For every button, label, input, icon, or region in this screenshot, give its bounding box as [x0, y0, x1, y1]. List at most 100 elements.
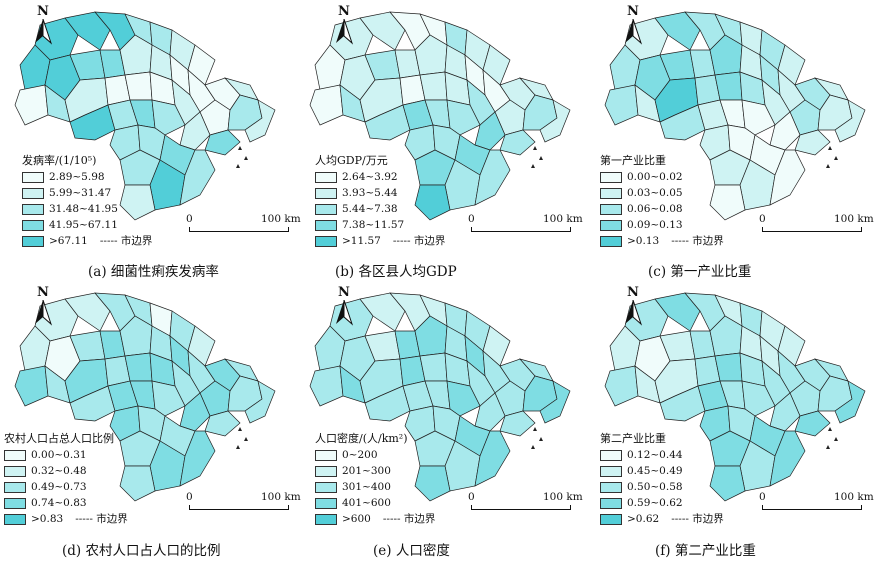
district-region [654, 11, 701, 51]
legend-item: 0.50~0.58 [600, 479, 724, 495]
legend-range: 0.00~0.02 [627, 170, 683, 183]
map-panel-b: N 人均GDP/万元 2.64~3.92 3.93~5.44 5.44~7.38… [295, 0, 590, 281]
district-region [446, 99, 481, 136]
district-region [709, 465, 746, 502]
legend-title: 第二产业比重 [600, 432, 666, 445]
north-label: N [37, 4, 49, 19]
legend-range: 0.09~0.13 [627, 218, 683, 231]
district-region [446, 380, 481, 417]
legend-range: 7.38~11.57 [342, 218, 405, 231]
legend-range: 0.50~0.58 [627, 480, 683, 493]
legend-range: >0.83 [31, 512, 64, 525]
north-arrow-icon: N [32, 285, 54, 330]
legend-range: 0.32~0.48 [31, 464, 87, 477]
district-region [474, 111, 506, 151]
legend-range: 31.48~41.95 [49, 202, 118, 215]
scale-zero: 0 [759, 213, 766, 225]
district-region [741, 99, 776, 136]
legend-d: 农村人口占总人口比例 0.00~0.31 0.32~0.48 0.49~0.73… [4, 433, 128, 527]
scale-distance: 100 km [261, 213, 301, 225]
legend-b: 人均GDP/万元 2.64~3.92 3.93~5.44 5.44~7.38 7… [315, 155, 445, 249]
legend-range: 0.45~0.49 [627, 464, 683, 477]
legend-item: 0.45~0.49 [600, 463, 724, 479]
island-mark [834, 156, 838, 160]
district-region [414, 184, 451, 221]
choropleth-map-a [14, 11, 276, 221]
district-region [769, 111, 801, 151]
legend-c: 第一产业比重 0.00~0.02 0.03~0.05 0.06~0.08 0.0… [600, 155, 724, 249]
legend-range: >0.13 [627, 234, 660, 247]
north-label: N [338, 285, 350, 300]
legend-a: 发病率/(1/10⁵) 2.89~5.98 5.99~31.47 31.48~4… [22, 155, 152, 249]
island-mark [539, 437, 543, 441]
scale-zero: 0 [759, 491, 766, 503]
scale-zero: 0 [468, 213, 475, 225]
legend-item: >11.57 ----- 市边界 [315, 233, 445, 249]
district-region [359, 11, 406, 51]
choropleth-map-b [309, 11, 571, 221]
district-region [414, 465, 451, 502]
island-mark [244, 437, 248, 441]
legend-range: 0.74~0.83 [31, 496, 87, 509]
legend-range: 0.12~0.44 [627, 448, 683, 461]
scale-bar: 0 100 km [758, 491, 874, 515]
scale-bar: 0 100 km [758, 213, 874, 237]
district-region [204, 410, 241, 437]
district-region [204, 129, 241, 156]
district-region [309, 84, 344, 126]
district-region [741, 380, 776, 417]
island-mark [238, 146, 242, 150]
north-arrow-icon: N [333, 285, 355, 330]
district-region [499, 129, 536, 156]
district-region [64, 11, 111, 51]
boundary-key: ----- 市边界 [75, 512, 128, 525]
north-label: N [627, 285, 639, 300]
boundary-key: ----- 市边界 [382, 512, 436, 525]
scale-bar: 0 100 km [185, 491, 301, 515]
scale-distance: 100 km [261, 491, 301, 503]
legend-item: 401~600 [315, 495, 435, 511]
district-region [654, 292, 701, 332]
district-region [499, 410, 536, 437]
district-region [179, 111, 211, 151]
choropleth-map-e [309, 292, 571, 502]
scale-zero: 0 [186, 491, 193, 503]
legend-range: 0.59~0.62 [627, 496, 683, 509]
map-panel-a: N 发病率/(1/10⁵) 2.89~5.98 5.99~31.47 31.48… [0, 0, 301, 281]
legend-range: >600 [342, 512, 371, 525]
district-region [474, 430, 511, 487]
district-region [151, 99, 186, 136]
scale-distance: 100 km [543, 213, 583, 225]
map-panel-d: N 农村人口占总人口比例 0.00~0.31 0.32~0.48 0.49~0.… [0, 281, 301, 562]
legend-title: 发病率/(1/10⁵) [22, 154, 97, 167]
legend-item: 201~300 [315, 463, 435, 479]
panel-caption: (c) 第一产业比重 [648, 264, 752, 280]
district-region [179, 392, 211, 432]
district-region [834, 380, 866, 424]
district-region [604, 84, 639, 126]
panel-caption: (e) 人口密度 [373, 543, 450, 559]
panel-caption: (b) 各区县人均GDP [335, 264, 457, 280]
legend-item: >600 ----- 市边界 [315, 511, 435, 527]
legend-item: 3.93~5.44 [315, 185, 445, 201]
island-mark [244, 156, 248, 160]
district-region [14, 84, 49, 126]
legend-item: 0~200 [315, 447, 435, 463]
legend-item: 0.32~0.48 [4, 463, 128, 479]
island-mark [238, 427, 242, 431]
boundary-key: ----- 市边界 [392, 234, 446, 247]
district-region [474, 149, 511, 206]
legend-item: 0.06~0.08 [600, 201, 724, 217]
scale-bar: 0 100 km [185, 213, 301, 237]
district-region [794, 129, 831, 156]
district-region [151, 380, 186, 417]
legend-item: 2.89~5.98 [22, 169, 152, 185]
legend-item: 0.49~0.73 [4, 479, 128, 495]
island-mark [236, 164, 240, 168]
panel-caption: (a) 细菌性痢疾发病率 [88, 264, 219, 280]
island-mark [236, 445, 240, 449]
legend-range: 0.03~0.05 [627, 186, 683, 199]
legend-f: 第二产业比重 0.12~0.44 0.45~0.49 0.50~0.58 0.5… [600, 433, 724, 527]
legend-item: 0.00~0.02 [600, 169, 724, 185]
legend-range: 401~600 [342, 496, 391, 509]
